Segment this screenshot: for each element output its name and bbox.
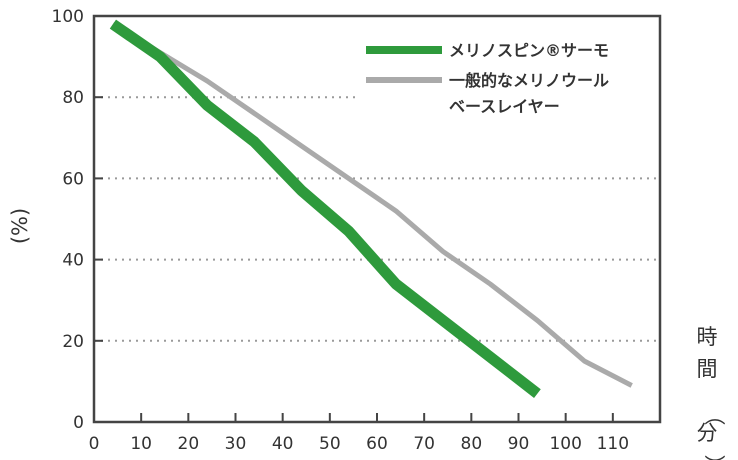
x-axis-title-char-1: 間	[697, 357, 718, 381]
x-tick-label-100: 100	[549, 434, 581, 454]
x-axis-title-char-0: 時	[697, 325, 718, 349]
x-tick-label-10: 10	[130, 434, 152, 454]
y-tick-label-60: 60	[62, 169, 84, 189]
x-tick-label-70: 70	[413, 434, 435, 454]
y-tick-label-0: 0	[73, 413, 84, 433]
y-axis-title-text: (%)	[8, 208, 32, 244]
series-line-merino-spin	[109, 19, 541, 398]
series-lines	[109, 19, 633, 398]
legend-label-merino-wool-base-line1: 一般的なメリノウール	[449, 71, 609, 90]
y-tick-label-40: 40	[62, 251, 84, 271]
x-tick-label-110: 110	[597, 434, 629, 454]
legend: メリノスピン®サーモ 一般的なメリノウール ベースレイヤー	[357, 30, 657, 124]
x-axis-title-char-4: ）	[702, 455, 726, 460]
x-tick-label-0: 0	[89, 434, 100, 454]
x-axis-title-char-2: （	[702, 405, 726, 426]
x-tick-label-50: 50	[319, 434, 341, 454]
x-axis-title-char-3: 分	[697, 421, 718, 445]
x-axis-title: 時間 （分 ）	[697, 325, 727, 460]
grid-lines	[94, 96, 660, 342]
x-tick-label-30: 30	[225, 434, 247, 454]
y-tick-label-80: 80	[62, 88, 84, 108]
legend-label-merino-spin: メリノスピン®サーモ	[449, 41, 609, 60]
axis-ticks: 0 10 20 30 40 50 60 70 80 90 100 110 0 20 40 60 80 100	[52, 7, 630, 454]
x-tick-label-40: 40	[272, 434, 294, 454]
y-tick-label-100: 100	[52, 7, 84, 27]
x-tick-label-20: 20	[178, 434, 200, 454]
x-tick-label-90: 90	[508, 434, 530, 454]
legend-label-merino-wool-base-line2: ベースレイヤー	[449, 97, 560, 116]
y-axis-title: (%)	[8, 208, 32, 244]
series-line-merino-wool-base	[111, 21, 633, 388]
y-tick-label-20: 20	[62, 332, 84, 352]
x-tick-label-80: 80	[461, 434, 483, 454]
x-tick-label-60: 60	[366, 434, 388, 454]
